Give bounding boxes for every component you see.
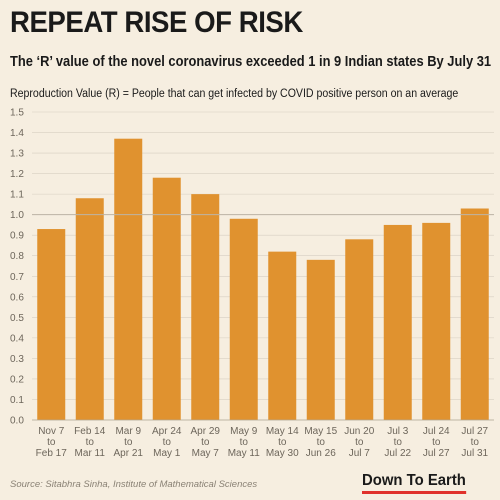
y-tick-label: 0.9	[10, 231, 24, 242]
x-tick-label: Jul 24 to Jul 27	[423, 426, 450, 459]
x-tick-label: Jun 20 to Jul 7	[344, 426, 374, 459]
source-note: Source: Sitabhra Sinha, Institute of Mat…	[10, 479, 258, 490]
bar	[306, 259, 335, 420]
bar	[345, 239, 374, 420]
down-to-earth-logo: Down To Earth	[362, 472, 466, 494]
bar	[191, 194, 220, 420]
x-tick-label: Jul 3 to Jul 22	[384, 426, 411, 459]
x-tick-label: Jul 27 to Jul 31	[461, 426, 488, 459]
chart-title: REPEAT RISE OF RISK	[10, 6, 303, 39]
x-tick-label: May 9 to May 11	[228, 426, 260, 459]
y-tick-label: 0.5	[10, 313, 24, 324]
bar	[37, 229, 66, 420]
y-tick-label: 0.8	[10, 251, 24, 262]
y-tick-label: 0.2	[10, 374, 24, 385]
bar-chart: 0.0 0.1 0.2 0.3 0.4 0.5 0.6 0.7 0.8 0.9 1.0 1.1 1.2 1…	[10, 108, 494, 459]
y-tick-label: 0.3	[10, 354, 24, 365]
bar	[460, 208, 489, 420]
y-tick-label: 1.2	[10, 169, 24, 180]
y-tick-label: 1.3	[10, 149, 24, 160]
reproduction-value-note: Reproduction Value (R) = People that can…	[10, 88, 459, 100]
chart-subtitle: The ‘R’ value of the novel coronavirus e…	[10, 53, 492, 70]
bar	[229, 218, 258, 420]
y-tick-label: 1.1	[10, 190, 24, 201]
bar	[114, 138, 143, 420]
y-tick-label: 1.0	[10, 210, 24, 221]
x-tick-label: Apr 24 to May 1	[152, 426, 182, 459]
y-tick-label: 0.7	[10, 272, 24, 283]
x-tick-label: Apr 29 to May 7	[191, 426, 221, 459]
x-tick-label: Feb 14 to Mar 11	[74, 426, 106, 459]
x-tick-label: May 15 to Jun 26	[304, 426, 337, 459]
y-tick-label: 1.5	[10, 108, 24, 119]
bar	[268, 251, 297, 420]
y-tick-label: 1.4	[10, 128, 24, 139]
x-tick-label: Mar 9 to Apr 21	[114, 426, 144, 459]
bar	[152, 177, 181, 420]
x-tick-label: May 14 to May 30	[266, 426, 299, 459]
y-tick-label: 0.4	[10, 333, 24, 344]
bar	[422, 222, 451, 420]
y-tick-label: 0.0	[10, 416, 24, 427]
bar	[75, 198, 104, 420]
bar	[383, 224, 412, 420]
x-tick-label: Nov 7 to Feb 17	[36, 426, 68, 459]
y-tick-label: 0.1	[10, 395, 24, 406]
y-tick-label: 0.6	[10, 292, 24, 303]
